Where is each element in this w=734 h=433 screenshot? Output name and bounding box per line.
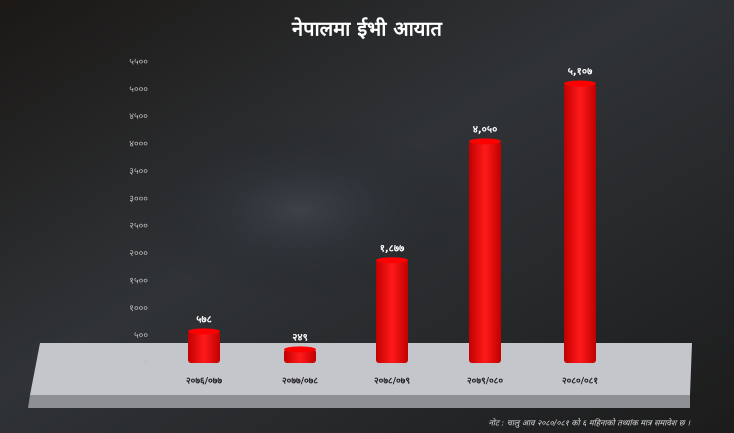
bar-cap xyxy=(564,80,596,87)
value-label: ५७८ xyxy=(196,314,212,325)
bar-cap xyxy=(376,257,408,264)
y-tick-label: ४००० xyxy=(129,140,148,150)
car-photo xyxy=(130,120,470,300)
y-tick-label: ० xyxy=(143,359,148,369)
y-tick-label: ५०० xyxy=(134,331,148,341)
y-tick-label: १५०० xyxy=(129,276,148,286)
y-tick-label: ५००० xyxy=(129,85,148,95)
value-label: ४,०५० xyxy=(473,124,498,135)
bar xyxy=(376,260,408,363)
y-tick-label: ५५०० xyxy=(129,58,148,68)
note: नोट : चालु आव २०८०/०८१ को ६ महिनाको तथ्य… xyxy=(488,418,691,429)
y-tick-label: ४५०० xyxy=(129,112,148,122)
y-tick-label: १००० xyxy=(129,304,148,314)
platform-front xyxy=(28,395,690,408)
y-tick-label: ३५०० xyxy=(129,167,148,177)
bar-cap xyxy=(188,328,220,335)
y-tick-label: २५०० xyxy=(129,222,148,232)
bar xyxy=(469,141,501,363)
x-tick-label: २०७८/०७९ xyxy=(374,377,410,387)
x-tick-label: २०७६/०७७ xyxy=(186,377,222,387)
y-tick-label: ३००० xyxy=(129,194,148,204)
x-tick-label: २०७७/०७८ xyxy=(282,377,318,387)
bar xyxy=(564,83,596,364)
bar-cap xyxy=(284,346,316,353)
y-tick-label: २००० xyxy=(129,249,148,259)
value-label: १,८७७ xyxy=(380,243,405,254)
value-label: २४९ xyxy=(292,332,308,343)
value-label: ५,१०७ xyxy=(568,67,593,78)
bar xyxy=(188,331,220,363)
bar-cap xyxy=(469,138,501,145)
x-tick-label: २०८०/०८१ xyxy=(562,377,598,387)
bar xyxy=(284,349,316,363)
x-tick-label: २०७९/०८० xyxy=(467,377,503,387)
chart-title: नेपालमा ईभी आयात xyxy=(291,17,444,41)
